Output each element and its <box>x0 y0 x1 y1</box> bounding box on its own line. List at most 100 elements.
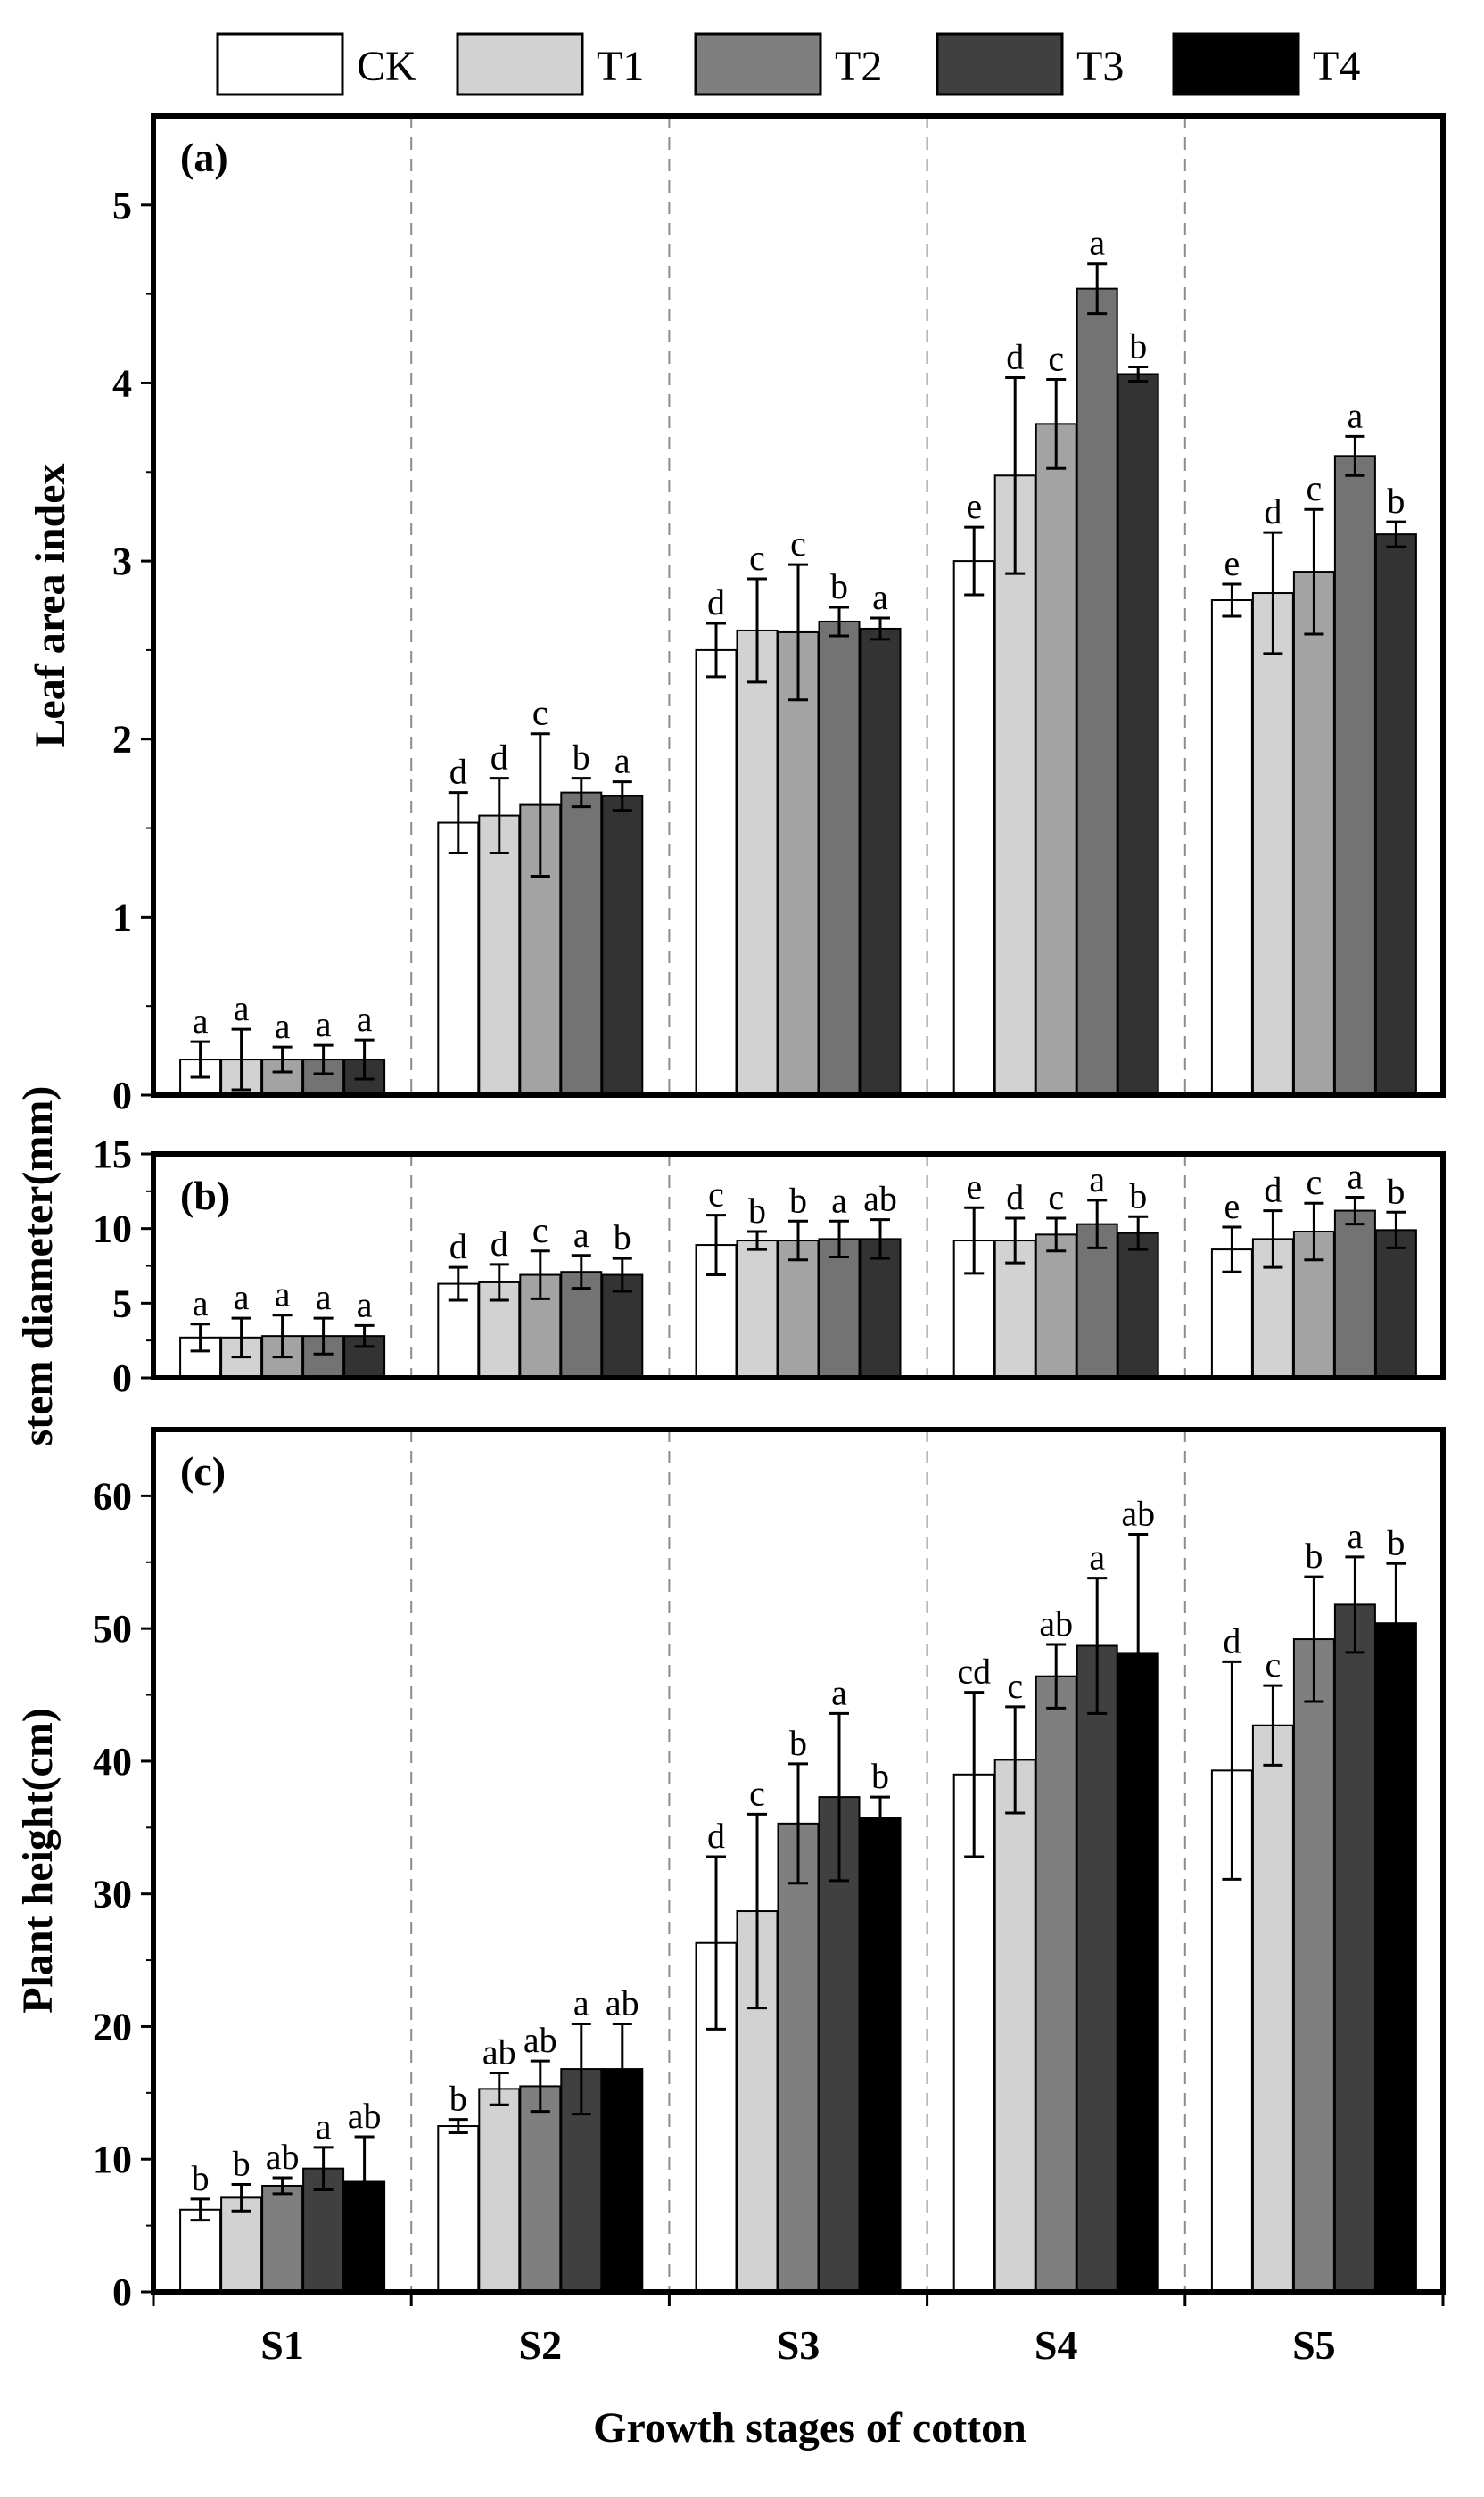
y-axis-title-c: Plant height(cm) <box>14 1708 62 2014</box>
y-tick-label: 0 <box>112 1074 132 1117</box>
bar-s5-t4 <box>1374 1622 1417 2294</box>
panel-tag-a: (a) <box>180 135 228 180</box>
bar-s5-t4 <box>1374 533 1417 1096</box>
significance-letter: b <box>233 2143 251 2183</box>
bar-s5-ck <box>1210 599 1253 1096</box>
significance-letter: b <box>1387 1522 1405 1562</box>
panel-c: 0102030405060bbdcddbabcccababbabbaaaaaab… <box>14 1427 1446 2314</box>
significance-letter: c <box>790 523 806 564</box>
significance-letter: e <box>1224 1186 1241 1226</box>
bar-s1-t2 <box>261 2184 304 2293</box>
y-tick-label: 60 <box>93 1474 132 1518</box>
x-category-label-s1: S1 <box>260 2322 304 2368</box>
significance-letter: c <box>708 1174 724 1215</box>
significance-letter: a <box>275 1274 291 1314</box>
significance-letter: c <box>749 538 765 578</box>
significance-letter: a <box>872 577 888 617</box>
x-category-label-s3: S3 <box>777 2322 820 2368</box>
legend-label-t4: T4 <box>1313 43 1360 90</box>
significance-letter: d <box>1264 1170 1282 1210</box>
bar-s4-t2 <box>1035 1675 1077 2294</box>
significance-letter: ab <box>1121 1494 1155 1534</box>
panel-frame <box>151 1151 1446 1380</box>
y-tick-label: 5 <box>112 1281 132 1325</box>
y-tick-label: 4 <box>112 361 132 405</box>
bar-s5-t4 <box>1374 1229 1417 1379</box>
legend-label-t1: T1 <box>597 43 644 90</box>
significance-letter: b <box>748 1191 766 1231</box>
y-tick-label: 10 <box>93 2138 132 2181</box>
bar-s4-t3 <box>1076 1644 1118 2294</box>
significance-letter: e <box>966 486 982 526</box>
bar-s4-t2 <box>1035 1233 1077 1379</box>
bar-s5-t1 <box>1251 1724 1294 2293</box>
y-tick-label: 3 <box>112 540 132 583</box>
bar-s2-ck <box>437 821 480 1096</box>
significance-letter: c <box>1266 1644 1282 1685</box>
x-category-label-s5: S5 <box>1292 2322 1336 2368</box>
significance-letter: a <box>1089 223 1105 263</box>
bar-s4-t3 <box>1076 287 1118 1096</box>
x-axis-title: Growth stages of cotton <box>593 2404 1026 2452</box>
significance-letter: e <box>1224 543 1241 583</box>
panel-frame <box>151 113 1446 1098</box>
bar-s3-t1 <box>736 629 779 1096</box>
significance-letter: a <box>1348 1157 1364 1197</box>
significance-letter: a <box>614 741 631 781</box>
significance-letter: ab <box>348 2096 382 2136</box>
bar-s3-t2 <box>777 630 820 1096</box>
y-tick-label: 40 <box>93 1740 132 1784</box>
significance-letter: b <box>614 1217 631 1257</box>
significance-letter: a <box>573 1215 589 1255</box>
bar-s4-t4 <box>1117 373 1159 1096</box>
legend-swatch-t4 <box>1172 32 1300 96</box>
significance-letter: c <box>1007 1666 1023 1706</box>
significance-letter: ab <box>524 2020 557 2060</box>
significance-letter: b <box>449 2079 467 2119</box>
significance-letter: a <box>316 1004 332 1044</box>
significance-letter: a <box>193 1001 209 1041</box>
y-tick-label: 0 <box>112 2270 132 2314</box>
significance-letter: a <box>316 2106 332 2147</box>
bar-s2-t2 <box>519 2085 562 2294</box>
bar-s4-ck <box>952 1773 995 2294</box>
bar-s3-t4 <box>859 1817 902 2293</box>
significance-letter: b <box>1387 1171 1405 1211</box>
bar-s2-t3 <box>560 791 603 1096</box>
significance-letter: a <box>234 988 250 1028</box>
y-tick-label: 20 <box>93 2005 132 2048</box>
significance-letter: a <box>1089 1159 1105 1199</box>
significance-letter: d <box>1006 336 1024 376</box>
legend: CK T1 T2 T3 T4 <box>216 32 1360 96</box>
bar-s4-t2 <box>1035 423 1077 1096</box>
bar-s4-t1 <box>993 1759 1036 2294</box>
y-axis-title-a: Leaf area index <box>27 463 74 747</box>
bar-s1-ck <box>179 2208 222 2294</box>
bar-s4-t1 <box>993 474 1036 1096</box>
panel-tag-c: (c) <box>180 1448 226 1494</box>
legend-label-t2: T2 <box>835 43 882 90</box>
legend-label-ck: CK <box>357 43 416 90</box>
significance-letter: b <box>789 1180 807 1220</box>
significance-letter: a <box>1348 1516 1364 1556</box>
significance-letter: d <box>707 582 725 622</box>
x-category-label-s4: S4 <box>1035 2322 1078 2368</box>
significance-letter: a <box>1348 395 1364 435</box>
legend-swatch-t2 <box>694 32 822 96</box>
bar-s5-t3 <box>1333 1603 1376 2293</box>
bar-s2-ck <box>437 2125 480 2294</box>
significance-letter: d <box>707 1816 725 1856</box>
bar-s4-t4 <box>1117 1232 1159 1379</box>
significance-letter: b <box>871 1756 889 1796</box>
legend-swatch-t3 <box>936 32 1064 96</box>
bar-s3-t1 <box>736 1240 779 1380</box>
y-axis-title-b: stem diameter(mm) <box>14 1086 62 1446</box>
legend-swatch-ck <box>216 32 344 96</box>
panel-tag-b: (b) <box>180 1173 230 1218</box>
bar-s4-ck <box>952 560 995 1096</box>
significance-letter: c <box>532 1210 548 1250</box>
significance-letter: d <box>491 738 508 778</box>
